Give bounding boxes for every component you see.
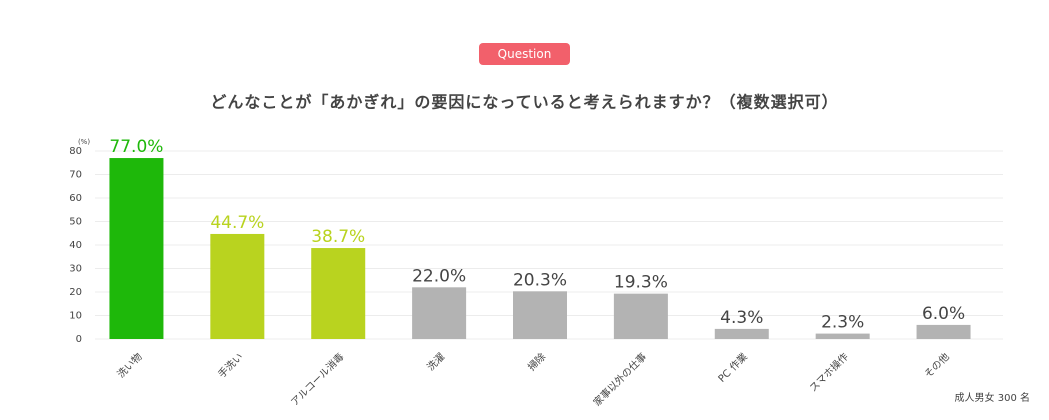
x-tick-label: 家事以外の仕事 [590,350,649,409]
y-tick-label: 40 [69,240,82,251]
y-tick-label: 60 [69,193,82,204]
x-tick-label: PC 作業 [715,350,750,385]
badge: Question [498,47,552,61]
bar [109,158,164,339]
x-tick-label: 掃除 [525,350,548,373]
x-tick-label: 洗濯 [425,351,448,374]
bar [412,287,467,339]
y-tick-label: 70 [69,170,82,181]
x-tick-label: 手洗い [215,350,245,380]
bar [916,324,971,339]
bar [714,328,769,339]
bar [210,233,265,339]
badge-bg [479,43,570,65]
x-tick-label: アルコール消毒 [288,350,346,408]
footnote: 成人男女 300 名 [955,391,1030,404]
value-label: 4.3% [720,308,763,328]
chart-title: どんなことが「あかぎれ」の要因になっていると考えられますか？（複数選択可） [210,93,838,112]
bar [613,293,668,339]
x-tick-label: 洗い物 [114,350,144,380]
bar [815,333,870,339]
x-tick-label: その他 [921,350,951,380]
x-tick-label: スマホ操作 [807,350,851,394]
value-label: 44.7% [210,213,264,233]
y-tick-label: 10 [69,311,82,322]
value-label: 19.3% [614,273,668,293]
y-tick-label: 20 [69,287,82,298]
value-label: 6.0% [922,304,965,324]
value-label: 38.7% [311,227,365,247]
value-label: 77.0% [109,137,163,157]
bar [311,248,366,339]
value-label: 20.3% [513,270,567,290]
value-label: 2.3% [821,313,864,333]
y-tick-label: 50 [69,217,82,228]
y-unit: (%) [78,138,90,146]
y-tick-label: 80 [69,146,82,157]
value-label: 22.0% [412,266,466,286]
bar [513,291,567,339]
y-tick-label: 0 [76,334,82,345]
y-tick-label: 30 [69,264,82,275]
